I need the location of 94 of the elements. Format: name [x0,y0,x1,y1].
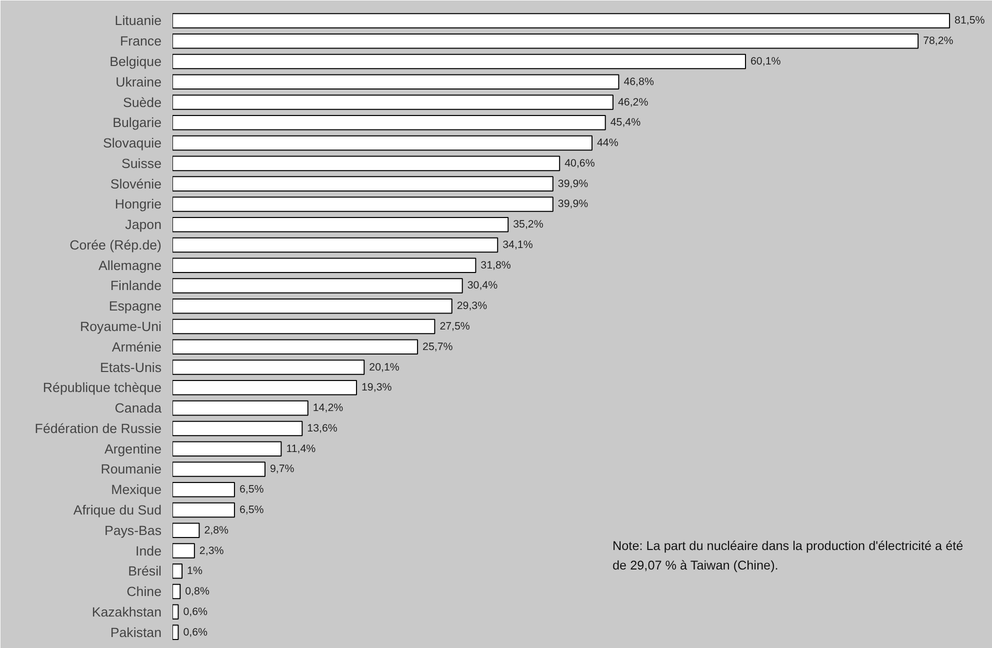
y-tick-label: Etats-Unis [100,360,162,375]
data-label: 60,1% [750,56,782,68]
bar [172,482,235,498]
data-label: 13,6% [307,422,338,434]
bar [172,339,418,355]
data-label: 34,1% [502,238,534,251]
data-label: 78,2% [923,35,954,48]
bar [172,584,181,600]
data-label: 11,4% [286,442,316,455]
y-tick-label: Belgique [110,54,162,70]
y-tick-label: Suisse [121,156,162,171]
bar [172,624,179,640]
data-label: 45,4% [610,116,642,129]
y-tick-label: Hongrie [114,196,162,212]
y-tick-label: Lituanie [114,13,162,28]
bar [172,176,554,192]
annotation: Note: La part du nucléaire dans la production d'électricité a été de 29,07 % à Taiwan (Chine). [612,538,964,572]
data-label: 0,8% [185,586,210,598]
bar [172,278,463,294]
data-label: 9,7% [270,463,295,476]
y-tick-label: Canada [114,400,162,416]
bar [172,502,235,518]
bar [172,522,200,538]
y-tick-label: Corée (Rép.de) [70,237,162,252]
bar [172,115,606,130]
bar [172,156,560,172]
data-label: 46,2% [618,96,649,108]
data-label: 6,5% [239,484,264,496]
y-tick-label: Pays-Bas [104,522,162,538]
data-label: 2,8% [204,524,230,536]
data-label: 40,6% [564,157,596,170]
bar [172,380,358,396]
y-tick-label: Allemagne [98,258,162,273]
data-label: 31,8% [480,259,512,272]
y-tick-label: Roumanie [100,462,162,477]
bar [172,564,183,579]
data-label: 30,4% [467,280,498,292]
y-tick-label: Kazakhstan [92,604,162,620]
bar [172,258,476,273]
y-tick-label: Slovénie [110,176,162,192]
bar [172,318,436,334]
bar [172,216,509,232]
y-tick-label: Fédération de Russie [34,420,162,436]
y-tick-label: Japon [125,217,162,232]
data-label: 81,5% [954,14,986,27]
y-tick-label: Mexique [111,482,162,498]
y-tick-label: Bulgarie [112,115,162,130]
y-tick-label: Slovaquie [102,136,162,151]
bar [172,462,266,477]
bar [172,543,195,558]
y-tick-label: Brésil [128,564,162,579]
bar [172,298,452,314]
data-label: 29,3% [456,300,488,312]
data-label: 39,9% [558,198,589,210]
bar [172,74,620,90]
y-tick-label: Arménie [112,339,162,354]
y-tick-label: Pakistan [110,624,162,640]
data-label: 25,7% [422,340,454,353]
y-tick-label: Royaume-Uni [80,319,162,334]
data-label: 44% [597,137,619,150]
bar [172,604,179,620]
data-label: 2,3% [199,544,224,557]
data-label: 20,1% [369,361,400,374]
data-label: 39,9% [558,178,589,190]
data-label: 27,5% [440,320,470,333]
data-label: 0,6% [183,626,208,638]
data-label: 14,2% [312,402,344,414]
bar [172,135,593,151]
y-tick-label: Afrique du Sud [73,502,162,518]
bar [172,441,282,456]
bar [172,360,365,375]
data-label: 1% [187,565,203,578]
y-tick-label: Finlande [110,278,162,294]
data-label: 19,3% [362,382,392,394]
bar [172,94,614,110]
y-tick-label: Suède [122,94,162,110]
bar [172,237,498,253]
y-tick-label: Chine [126,584,162,600]
bar [172,420,303,436]
y-tick-label: Argentine [104,441,162,456]
y-tick-label: Inde [136,543,162,558]
bar [172,400,308,416]
y-tick-label: Espagne [108,298,162,314]
bar [172,13,950,28]
data-label: 6,5% [239,504,264,516]
data-label: 0,6% [183,606,208,618]
y-tick-label: Ukraine [116,74,162,90]
y-tick-label: France [120,34,162,49]
y-tick-label: République tchèque [42,380,162,396]
data-label: 46,8% [624,76,654,88]
bar [172,196,554,212]
bar [172,54,746,70]
bar [172,33,919,49]
data-label: 35,2% [513,218,544,231]
